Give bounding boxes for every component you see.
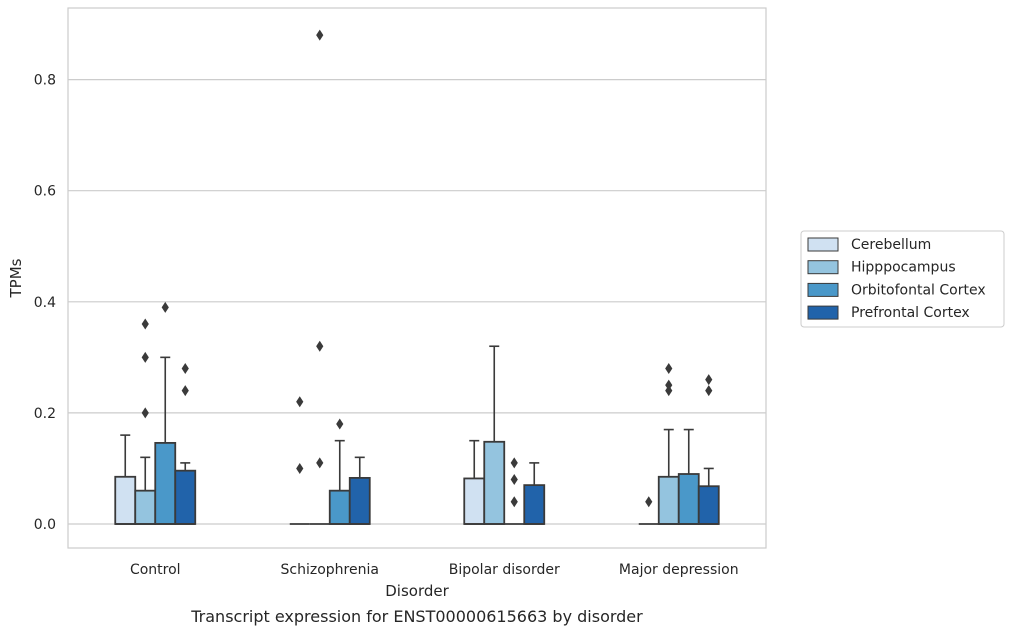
y-axis-ticks: 0.0 0.2 0.4 0.6 0.8 [34,73,56,533]
box-1-3 [348,476,371,525]
legend-swatch [807,305,839,320]
outlier-point [705,385,713,397]
outlier-point [510,474,518,486]
legend-label: Cerebellum [851,237,931,253]
outlier-point [510,457,518,469]
box-0-2 [154,441,177,525]
outlier-point [665,385,673,397]
y-tick-label: 0.6 [34,184,56,200]
outlier-point [336,418,344,430]
box-group-0 [114,301,197,525]
box-3-1 [657,475,680,525]
outlier-point [181,385,189,397]
x-axis-ticks: Control Schizophrenia Bipolar disorder Majo… [130,562,739,578]
box-3-3 [697,485,720,525]
legend-swatch [807,237,839,252]
y-tick-label: 0.4 [34,295,56,311]
legend-swatch [807,282,839,297]
outlier-point [510,496,518,508]
box-3-2 [677,473,700,525]
legend-frame [800,230,1005,328]
x-tick-label: Schizophrenia [281,562,379,578]
chart-caption: Transcript expression for ENST0000061566… [190,607,643,626]
outlier-point [665,379,673,391]
outlier-point [141,318,149,330]
outlier-point [296,462,304,474]
box-group-2 [463,345,546,525]
x-axis-label: Disorder [385,582,449,600]
x-tick-label: Bipolar disorder [449,562,560,578]
outlier-point [316,29,324,41]
legend: Cerebellum Hipppocampus Orbitofontal Corte… [800,230,1005,328]
outlier-point [141,407,149,419]
legend-label: Prefrontal Cortex [851,305,970,321]
y-tick-label: 0.8 [34,73,56,89]
y-tick-label: 0.2 [34,406,56,422]
outlier-point [316,340,324,352]
x-tick-label: Major depression [619,562,739,578]
box-2-3 [523,484,546,525]
y-tick-label: 0.0 [34,517,56,533]
legend-label: Hipppocampus [851,260,956,276]
legend-label: Orbitofontal Cortex [851,282,986,298]
x-tick-label: Control [130,562,181,578]
outlier-point [181,362,189,374]
box-0-1 [134,489,157,525]
outlier-point [161,301,169,313]
legend-swatch [807,260,839,275]
outlier-point [141,351,149,363]
box-group-3 [638,362,720,525]
box-0-3 [174,469,197,525]
outlier-point [316,457,324,469]
box-0-0 [114,475,137,525]
outlier-point [665,362,673,374]
outlier-point [705,374,713,386]
box-2-1 [483,440,506,525]
y-axis-label: TPMs [7,258,25,298]
outlier-point [645,496,653,508]
box-2-0 [463,477,486,525]
plot-frame [67,7,767,549]
box-1-2 [328,489,351,525]
box-group-1 [289,29,371,525]
outlier-point [296,396,304,408]
box-groups [114,29,720,525]
